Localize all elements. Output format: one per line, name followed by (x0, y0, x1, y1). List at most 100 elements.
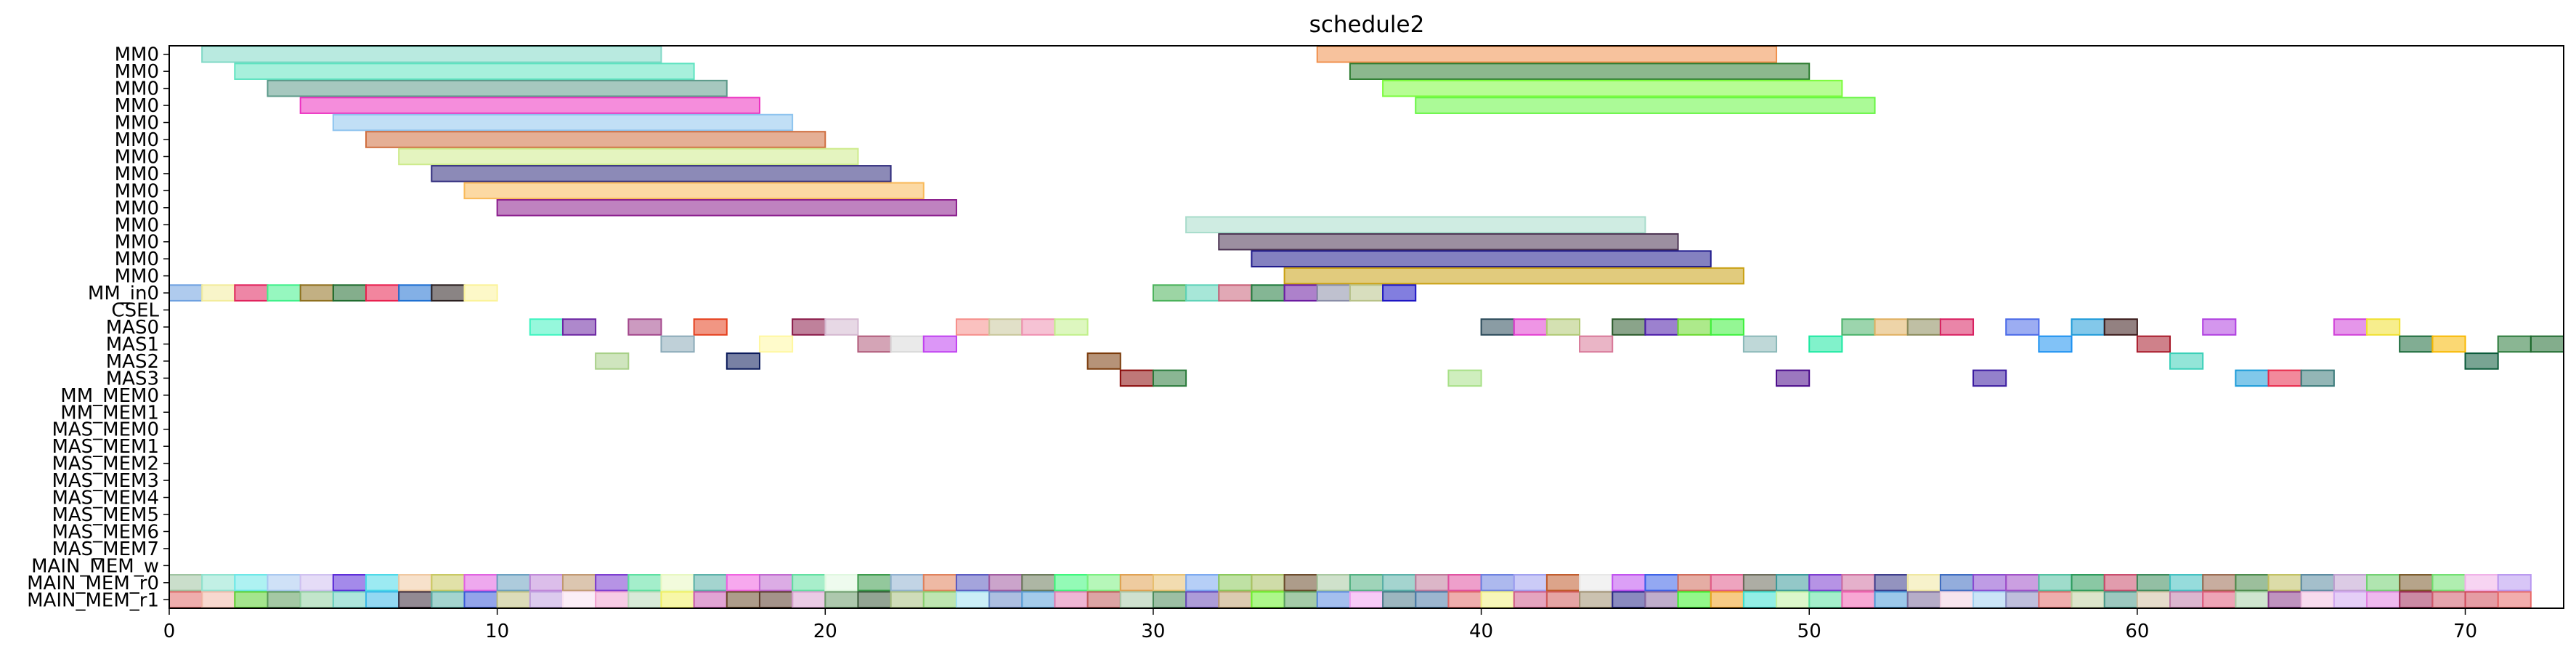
memory-block (463, 574, 498, 592)
memory-block (1841, 574, 1876, 592)
memory-block (1513, 591, 1548, 609)
task-bar (824, 318, 859, 336)
x-tick-label: 40 (1469, 621, 1493, 642)
y-tick-label: MAS3 (106, 368, 159, 389)
memory-block (332, 574, 367, 592)
y-tick-label: MM0 (115, 249, 159, 270)
memory-block (1513, 574, 1548, 592)
memory-block (2267, 591, 2302, 609)
memory-block (2497, 591, 2532, 609)
memory-block (365, 574, 400, 592)
task-bar (1742, 335, 1778, 353)
chart-title: schedule2 (1309, 12, 1425, 38)
x-tick-label: 70 (2453, 621, 2477, 642)
memory-block (2103, 574, 2138, 592)
memory-block (1218, 574, 1253, 592)
task-bar (627, 318, 662, 336)
task-bar (463, 182, 925, 200)
memory-block (693, 591, 728, 609)
task-bar (2136, 335, 2171, 353)
memory-block (201, 591, 236, 609)
memory-block (2235, 591, 2270, 609)
memory-block (1906, 591, 1941, 609)
task-bar (1349, 62, 1811, 80)
memory-block (1677, 591, 1712, 609)
memory-block (2267, 574, 2302, 592)
memory-block (824, 574, 859, 592)
memory-block (660, 591, 695, 609)
task-bar (726, 352, 760, 370)
memory-block (1447, 574, 1482, 592)
memory-block (1776, 591, 1811, 609)
task-bar (332, 284, 367, 302)
memory-block (1152, 591, 1187, 609)
task-bar (2038, 335, 2073, 353)
memory-block (627, 574, 662, 592)
memory-block (1054, 574, 1089, 592)
task-bar (595, 352, 630, 370)
task-bar (1316, 45, 1778, 63)
memory-block (792, 574, 826, 592)
memory-block (988, 574, 1023, 592)
memory-block (1480, 574, 1515, 592)
memory-block (2005, 574, 2040, 592)
task-bar (431, 165, 892, 182)
memory-block (2399, 574, 2434, 592)
memory-block (1545, 591, 1581, 609)
task-bar (890, 335, 925, 353)
memory-block (431, 574, 466, 592)
memory-block (1382, 574, 1417, 592)
memory-block (1579, 574, 1614, 592)
task-bar (1185, 216, 1646, 234)
memory-block (1612, 591, 1646, 609)
memory-block (2136, 591, 2171, 609)
memory-block (1545, 574, 1581, 592)
memory-block (1185, 591, 1220, 609)
memory-block (1119, 574, 1154, 592)
memory-block (398, 574, 433, 592)
memory-block (1349, 574, 1384, 592)
task-bar (201, 45, 662, 63)
memory-block (2399, 591, 2434, 609)
task-bar (2267, 369, 2302, 387)
memory-block (2202, 574, 2237, 592)
task-bar (1086, 352, 1121, 370)
task-bar (1251, 250, 1712, 267)
task-bar (1972, 369, 2007, 387)
memory-block (1021, 574, 1056, 592)
memory-block (1086, 574, 1121, 592)
task-bar (1218, 284, 1253, 302)
task-bar (857, 335, 892, 353)
memory-block (201, 574, 236, 592)
y-tick-label: MM0 (115, 44, 159, 66)
y-tick-label: MM0 (115, 146, 159, 168)
task-bar (2169, 352, 2204, 370)
task-bar (758, 335, 794, 353)
task-bar (2202, 318, 2237, 336)
task-bar (1283, 284, 1318, 302)
memory-block (2497, 574, 2532, 592)
memory-block (1218, 591, 1253, 609)
memory-block (595, 591, 630, 609)
y-tick-label: MAIN_MEM_r0 (27, 573, 159, 594)
y-tick-label: MAS_MEM2 (52, 453, 159, 475)
y-tick-label: MAS_MEM6 (52, 521, 159, 543)
task-bar (201, 284, 236, 302)
task-bar (2333, 318, 2368, 336)
memory-block (1415, 574, 1450, 592)
memory-block (1841, 591, 1876, 609)
x-tick-label: 30 (1141, 621, 1165, 642)
task-bar (1776, 369, 1811, 387)
task-bar (693, 318, 728, 336)
memory-block (824, 591, 859, 609)
memory-block (2366, 574, 2401, 592)
memory-block (168, 591, 203, 609)
task-bar (922, 335, 957, 353)
memory-block (1086, 591, 1121, 609)
memory-block (627, 591, 662, 609)
memory-block (2038, 591, 2073, 609)
memory-block (1447, 591, 1482, 609)
task-bar (1349, 284, 1384, 302)
memory-block (1316, 591, 1351, 609)
task-bar (1841, 318, 1876, 336)
